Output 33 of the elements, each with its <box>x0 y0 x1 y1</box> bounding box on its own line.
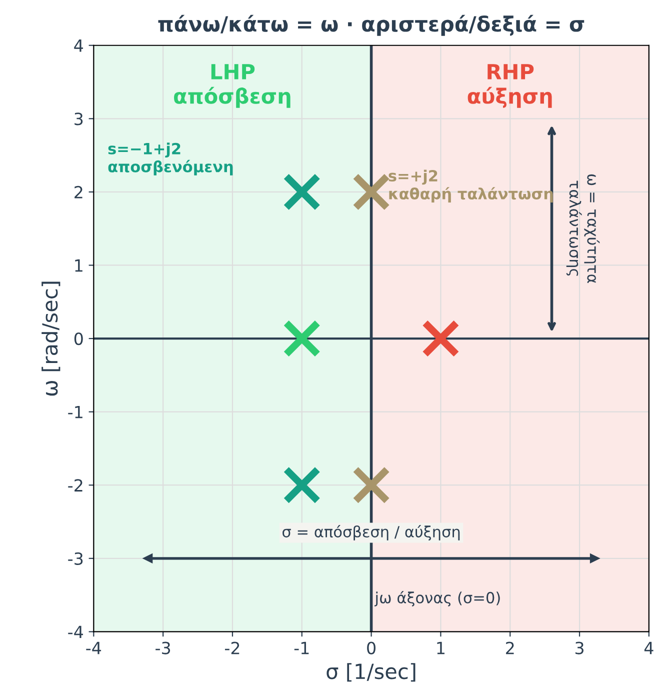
point <box>352 172 390 211</box>
y-tick-label: -2 <box>68 479 82 492</box>
x-tick-label: -4 <box>86 642 102 654</box>
annotation: s=−1+j2 αποσβενόμενη <box>108 142 233 176</box>
y-tick-label: -4 <box>68 626 84 638</box>
x-tick-label: 2 <box>506 642 514 654</box>
point <box>422 320 460 358</box>
x-axis-title: σ [1/sec] <box>326 663 416 682</box>
y-tick-label: 3 <box>74 112 83 126</box>
x-tick-label: -3 <box>156 642 170 654</box>
ref-line-label: jω άξονας (σ=0) <box>374 590 500 606</box>
x-tick-label: -1 <box>294 642 309 654</box>
x-tick-label: -2 <box>224 642 240 654</box>
y-tick-label: 0 <box>74 332 83 346</box>
x-tick-label: 3 <box>575 642 584 654</box>
point <box>352 466 390 504</box>
point <box>282 320 321 358</box>
annotation: σ = απόσβεση / αύξηση <box>282 525 460 540</box>
y-tick-label: -3 <box>68 552 83 565</box>
point <box>282 466 321 504</box>
y-tick-label: 4 <box>74 40 84 52</box>
y-tick-label: 1 <box>75 259 82 272</box>
y-tick-label: -1 <box>68 406 82 418</box>
x-tick-label: 4 <box>644 642 654 654</box>
point <box>282 172 321 211</box>
y-axis-title: ω [rad/sec] <box>42 282 60 396</box>
x-tick-label: 0 <box>367 642 376 654</box>
x-tick-label: 1 <box>437 642 444 654</box>
band-label: RHP αύξηση <box>468 64 552 108</box>
annotation: ω = ταχύτητα ταλάντωσης <box>566 174 600 284</box>
chart-title: πάνω/κάτω = ω · αριστερά/δεξιά = σ <box>158 14 584 36</box>
y-tick-label: 2 <box>74 186 82 198</box>
band-label: LHP απόσβεση <box>174 64 290 108</box>
